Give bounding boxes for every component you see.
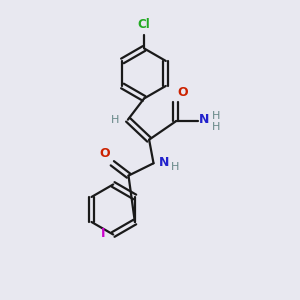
Text: O: O xyxy=(177,86,188,99)
Text: O: O xyxy=(99,147,110,160)
Text: H: H xyxy=(171,162,180,172)
Text: N: N xyxy=(199,112,209,126)
Text: H: H xyxy=(111,115,120,125)
Text: N: N xyxy=(159,156,169,169)
Text: H: H xyxy=(212,111,220,121)
Text: Cl: Cl xyxy=(138,18,151,31)
Text: I: I xyxy=(100,226,105,239)
Text: H: H xyxy=(212,122,220,132)
